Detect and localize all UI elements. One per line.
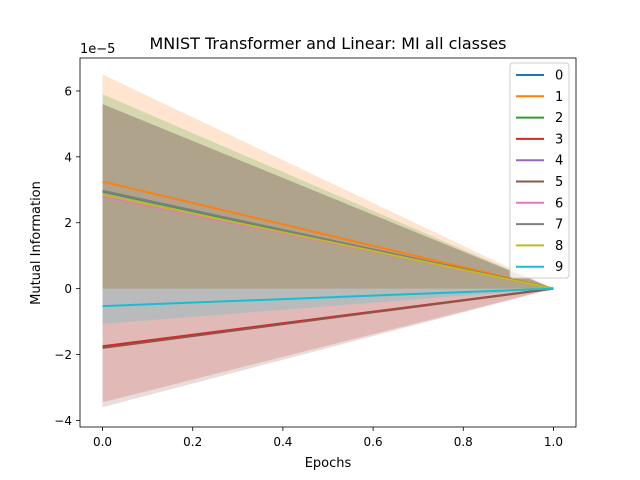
x-tick-label: 0.2 — [183, 435, 202, 449]
band-series-4 — [102, 104, 554, 289]
band-series-0 — [102, 104, 554, 289]
band-series-6 — [102, 104, 554, 289]
y-axis-ticks: −4 −2 0 2 4 6 — [54, 84, 80, 428]
y-tick-label: 6 — [64, 84, 72, 98]
band-series-8 — [102, 104, 554, 289]
x-axis-label: Epochs — [305, 456, 352, 471]
legend-label-8: 8 — [555, 239, 563, 254]
legend-label-9: 9 — [555, 260, 563, 275]
line-series-9 — [102, 287, 554, 308]
legend-label-5: 5 — [555, 175, 563, 190]
legend-label-1: 1 — [555, 90, 563, 105]
band-series-9 — [102, 288, 554, 324]
x-tick-label: 1.0 — [544, 435, 563, 449]
x-tick-label: 0.4 — [273, 435, 292, 449]
y-tick-label: −4 — [54, 414, 72, 428]
line-series-5 — [102, 287, 554, 349]
axes-frame — [79, 57, 577, 428]
band-series-1 — [102, 74, 554, 289]
y-tick-label: 2 — [64, 216, 72, 230]
legend-label-4: 4 — [555, 154, 563, 169]
band-series-3 — [102, 288, 554, 403]
line-series-1 — [102, 180, 554, 290]
y-tick-label: 4 — [64, 150, 72, 164]
line-series-8 — [102, 193, 554, 290]
chart-title: MNIST Transformer and Linear: MI all cla… — [150, 34, 507, 53]
legend-label-7: 7 — [555, 218, 563, 233]
x-tick-label: 0.8 — [454, 435, 473, 449]
band-series-7 — [102, 104, 554, 289]
band-series-5 — [102, 288, 554, 408]
y-tick-label: −2 — [54, 348, 72, 362]
x-tick-label: 0.0 — [93, 435, 112, 449]
y-axis-offset-text: 1e−5 — [80, 42, 115, 57]
legend-label-0: 0 — [555, 69, 563, 84]
legend-label-6: 6 — [555, 196, 563, 211]
y-axis-label: Mutual Information — [29, 181, 44, 305]
legend-label-3: 3 — [555, 132, 563, 147]
confidence-bands — [102, 74, 554, 408]
legend: 0 1 2 3 4 5 6 7 8 9 — [509, 62, 570, 279]
legend-label-2: 2 — [555, 111, 563, 126]
x-axis-ticks: 0.0 0.2 0.4 0.6 0.8 1.0 — [93, 427, 563, 449]
y-tick-label: 0 — [64, 282, 72, 296]
x-tick-label: 0.6 — [364, 435, 383, 449]
series-lines — [102, 180, 554, 349]
band-series-2 — [102, 94, 554, 289]
